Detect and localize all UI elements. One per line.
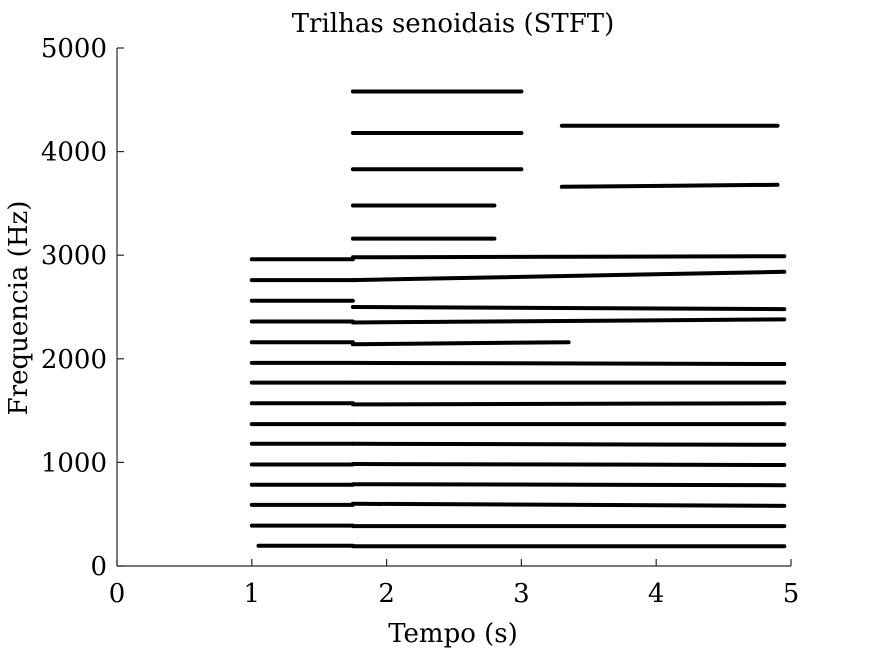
- sinusoidal-track-25: [350, 305, 787, 312]
- y-tick-label: 4000: [41, 138, 107, 168]
- sinusoidal-track-9: [350, 462, 787, 467]
- sinusoidal-track-35: [559, 182, 780, 189]
- x-tick-label: 0: [109, 579, 126, 609]
- y-axis-label: Frequencia (Hz): [4, 201, 34, 416]
- sinusoidal-track-29: [350, 254, 787, 260]
- sinusoidal-track-11: [350, 441, 787, 447]
- x-tick-label: 3: [513, 579, 530, 609]
- x-tick-label: 1: [244, 579, 261, 609]
- y-tick-label: 3000: [41, 241, 107, 271]
- x-tick-label: 4: [648, 579, 665, 609]
- y-tick-label: 0: [90, 552, 107, 582]
- sinusoidal-track-19: [350, 360, 787, 366]
- x-tick-label: 5: [783, 579, 800, 609]
- y-tick-label: 5000: [41, 34, 107, 64]
- x-axis-label: Tempo (s): [388, 619, 518, 649]
- y-tick-label: 2000: [41, 345, 107, 375]
- sinusoidal-track-27: [350, 269, 787, 283]
- sinusoidal-track-15: [350, 401, 787, 407]
- y-tick-label: 1000: [41, 448, 107, 478]
- tracks-layer: [249, 89, 787, 549]
- sinusoidal-track-7: [350, 482, 787, 488]
- chart-title: Trilhas senoidais (STFT): [292, 9, 615, 39]
- sinusoidal-track-21: [350, 340, 571, 347]
- axes-layer: 0 1 2 3 4 5 0 1000 2000 3000 4000 5000: [41, 34, 799, 609]
- x-tick-label: 2: [378, 579, 395, 609]
- sinusoidal-track-23: [350, 317, 787, 325]
- sinusoidal-track-5: [350, 501, 787, 508]
